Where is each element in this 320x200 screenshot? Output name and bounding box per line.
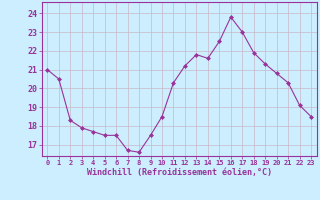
X-axis label: Windchill (Refroidissement éolien,°C): Windchill (Refroidissement éolien,°C): [87, 168, 272, 177]
